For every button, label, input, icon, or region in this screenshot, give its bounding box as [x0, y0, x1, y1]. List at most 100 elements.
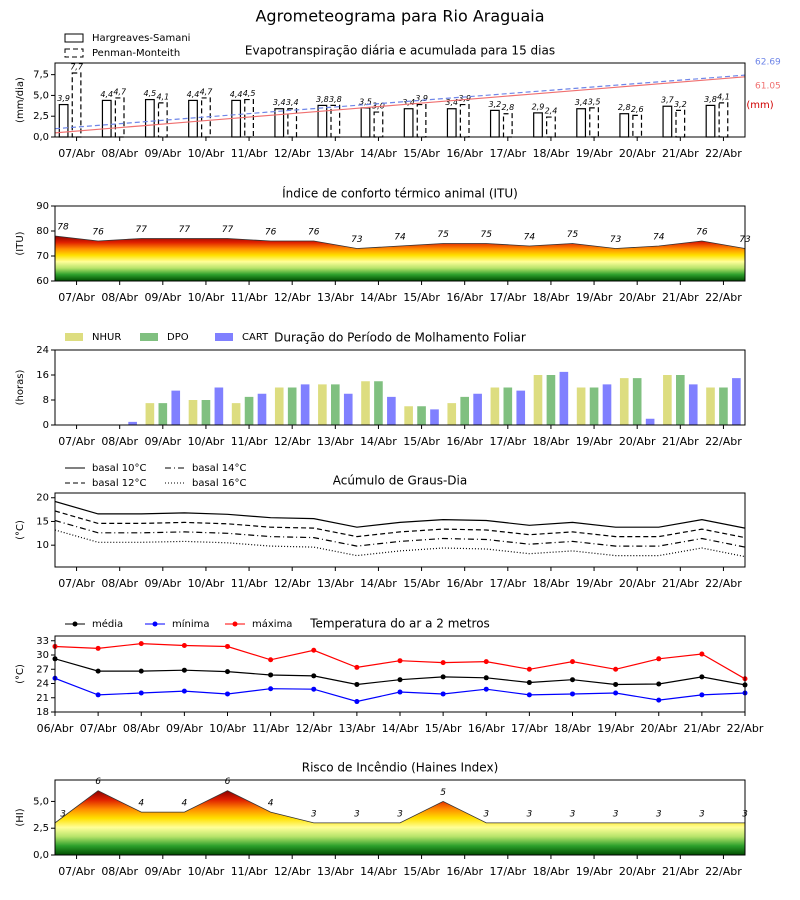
x-tick-label: 15/Abr — [403, 865, 440, 878]
bar-value-label: 2,4 — [545, 107, 558, 116]
bar-value-label: 3,5 — [359, 97, 372, 106]
bar — [447, 403, 457, 425]
bar — [360, 107, 371, 138]
marker — [311, 686, 317, 692]
y-tick-label: 15 — [36, 516, 49, 527]
bar — [662, 105, 673, 138]
x-tick-label: 18/Abr — [554, 722, 591, 735]
data-label: 5 — [440, 788, 446, 798]
x-tick-label: 10/Abr — [188, 291, 225, 304]
bar — [361, 381, 370, 425]
y2-axis-label: (mm) — [746, 100, 773, 111]
x-tick-label: 15/Abr — [403, 435, 440, 448]
bar — [144, 98, 155, 138]
bar — [214, 387, 224, 425]
bar-value-label: 3,2 — [674, 100, 687, 109]
y-axis-label: (mm/dia) — [15, 77, 26, 123]
y-tick-label: 80 — [36, 226, 49, 237]
legend-marker — [72, 621, 78, 627]
data-label: 75 — [437, 230, 449, 240]
bar — [533, 112, 543, 138]
bar-value-label: 7,7 — [70, 62, 84, 71]
marker — [311, 647, 317, 653]
bar — [663, 375, 672, 425]
bar — [706, 387, 715, 425]
legend-swatch — [215, 333, 233, 341]
marker — [440, 691, 446, 697]
legend-label: mínima — [172, 618, 210, 630]
x-tick-label: 16/Abr — [446, 435, 483, 448]
x-tick-label: 15/Abr — [425, 722, 462, 735]
x-tick-label: 10/Abr — [209, 722, 246, 735]
x-tick-label: 17/Abr — [489, 291, 526, 304]
chart-title: Temperatura do ar a 2 metros — [309, 617, 490, 631]
bar — [101, 99, 112, 138]
y-tick-label: 24 — [36, 345, 49, 356]
x-tick-label: 08/Abr — [101, 865, 138, 878]
marker — [526, 692, 532, 698]
x-tick-label: 13/Abr — [317, 865, 354, 878]
bar-value-label: 4,7 — [113, 87, 127, 96]
bar — [403, 108, 414, 138]
x-tick-label: 13/Abr — [317, 435, 354, 448]
bar-value-label: 3,7 — [661, 96, 675, 105]
x-tick-label: 16/Abr — [446, 291, 483, 304]
y-axis-label: (°C) — [15, 664, 26, 684]
marker — [526, 680, 532, 686]
marker — [95, 645, 101, 651]
legend-label: Hargreaves-Samani — [92, 33, 190, 44]
bar — [546, 375, 556, 425]
bar-value-label: 3,9 — [458, 94, 471, 103]
bar — [632, 114, 643, 138]
marker — [613, 666, 619, 672]
x-tick-label: 09/Abr — [144, 865, 181, 878]
data-label: 3 — [527, 809, 533, 819]
x-tick-label: 20/Abr — [619, 577, 656, 590]
x-tick-label: 11/Abr — [231, 291, 268, 304]
line — [55, 510, 745, 539]
bar-value-label: 3,8 — [704, 95, 717, 104]
bar — [459, 103, 470, 138]
bar-value-label: 3,2 — [489, 100, 502, 109]
marker — [95, 668, 101, 674]
end-value-label: 62.69 — [755, 58, 781, 68]
bar — [430, 409, 439, 425]
bar — [688, 384, 698, 425]
bar — [387, 396, 396, 425]
x-tick-label: 09/Abr — [144, 147, 181, 160]
bar — [343, 393, 353, 425]
bar — [502, 113, 513, 138]
y-tick-label: 30 — [36, 650, 49, 661]
x-tick-label: 16/Abr — [446, 577, 483, 590]
bar — [546, 116, 556, 138]
x-tick-label: 21/Abr — [662, 577, 699, 590]
legend-label: basal 10°C — [92, 463, 146, 474]
x-tick-label: 09/Abr — [144, 577, 181, 590]
bar — [128, 421, 137, 425]
area — [55, 236, 745, 281]
marker — [397, 658, 403, 664]
bar — [503, 387, 513, 425]
bar — [201, 400, 211, 425]
data-label: 4 — [268, 799, 274, 809]
x-tick-label: 10/Abr — [188, 577, 225, 590]
plot-frame — [54, 349, 746, 426]
x-tick-label: 20/Abr — [619, 865, 656, 878]
marker — [181, 667, 187, 673]
x-tick-label: 18/Abr — [533, 577, 570, 590]
x-tick-label: 14/Abr — [360, 291, 397, 304]
data-label: 3 — [311, 809, 317, 819]
data-label: 75 — [567, 230, 579, 240]
marker — [699, 674, 705, 680]
plot-frame — [54, 62, 746, 138]
legend-swatch — [65, 333, 83, 341]
x-tick-label: 08/Abr — [101, 147, 138, 160]
legend-label: DPO — [167, 332, 189, 343]
bar — [676, 375, 685, 425]
x-tick-label: 16/Abr — [446, 865, 483, 878]
legend-swatch — [140, 333, 158, 341]
data-label: 74 — [394, 233, 406, 243]
line — [55, 790, 745, 824]
x-tick-label: 07/Abr — [80, 722, 117, 735]
